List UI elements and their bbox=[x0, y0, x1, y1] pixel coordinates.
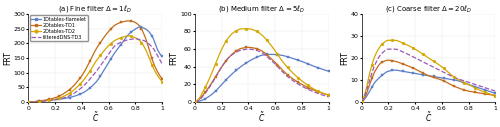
X-axis label: $\tilde{C}$: $\tilde{C}$ bbox=[92, 111, 99, 124]
Y-axis label: FRT: FRT bbox=[340, 51, 349, 65]
Title: (a) Fine filter $\Delta = 1\ell_D$: (a) Fine filter $\Delta = 1\ell_D$ bbox=[58, 3, 132, 14]
Title: (c) Coarse filter $\Delta = 20\ell_D$: (c) Coarse filter $\Delta = 20\ell_D$ bbox=[385, 3, 472, 14]
Legend: 1Dtables-flamelet, 2Dtables-TD1, 2Dtables-TD2, filteredDNS-TD3: 1Dtables-flamelet, 2Dtables-TD1, 2Dtable… bbox=[30, 15, 88, 41]
Y-axis label: FRT: FRT bbox=[3, 51, 12, 65]
X-axis label: $\tilde{C}$: $\tilde{C}$ bbox=[425, 111, 432, 124]
X-axis label: $\tilde{C}$: $\tilde{C}$ bbox=[258, 111, 266, 124]
Title: (b) Medium filter $\Delta = 5\ell_D$: (b) Medium filter $\Delta = 5\ell_D$ bbox=[218, 3, 306, 14]
Y-axis label: FRT: FRT bbox=[170, 51, 178, 65]
